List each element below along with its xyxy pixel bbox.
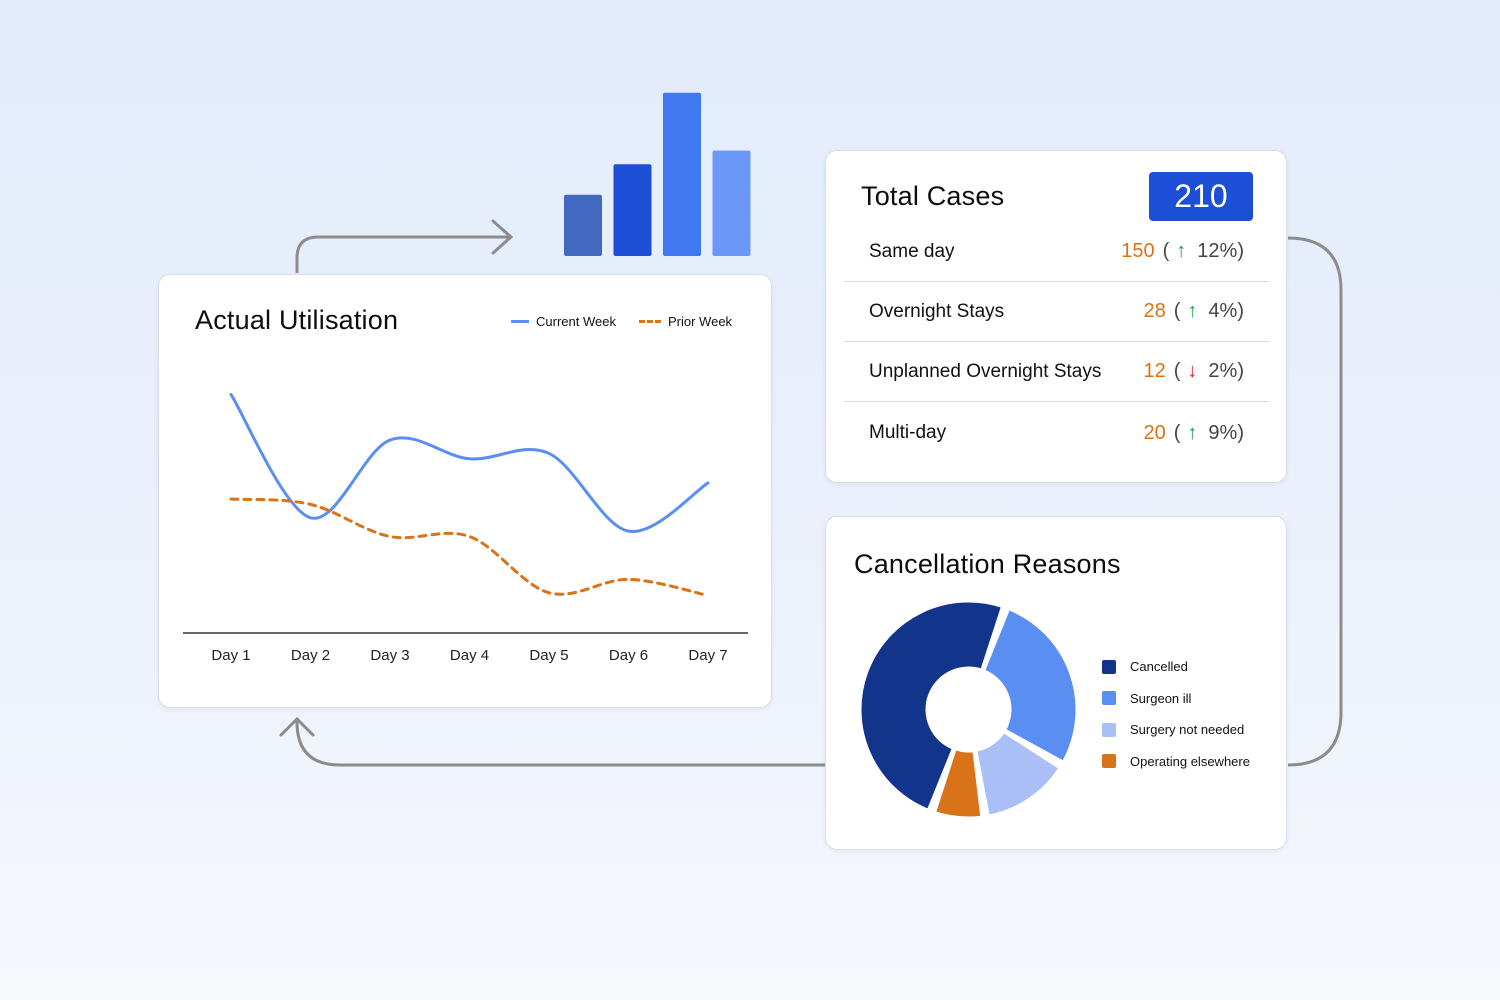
legend-item: Surgery not needed [1102, 714, 1250, 746]
arrow-up-icon: ↑ [1187, 300, 1198, 322]
utilisation-card: Actual Utilisation Current Week Prior We… [158, 274, 772, 708]
donut-slice-operating-elsewhere [934, 748, 983, 819]
case-count: 28 [1143, 300, 1166, 322]
x-tick-label: Day 4 [450, 647, 489, 664]
case-count: 150 [1121, 240, 1155, 262]
case-percent: 12% [1197, 240, 1238, 262]
decor-bar [712, 150, 751, 256]
decorative-bar-chart [564, 92, 751, 256]
total-cases-title: Total Cases [861, 181, 1005, 211]
legend-swatch [1102, 722, 1116, 737]
legend-current-label: Current Week [536, 314, 616, 329]
arrow-down-icon: ↓ [1187, 360, 1198, 382]
x-tick-label: Day 1 [211, 647, 250, 664]
case-row-label: Multi-day [869, 422, 947, 443]
decor-bar [663, 92, 701, 256]
x-tick-label: Day 2 [291, 647, 330, 664]
case-row-value: 12 ( ↓ 2% ) [1143, 360, 1245, 382]
legend-label: Surgeon ill [1130, 690, 1192, 706]
case-row-label: Overnight Stays [869, 300, 1005, 322]
case-row-label: Same day [869, 240, 955, 262]
series-line-current-week [229, 392, 710, 533]
case-row-same-day: Same day 150 ( ↑ 12% ) [844, 222, 1269, 282]
decor-bar [613, 164, 652, 256]
legend-current-swatch [511, 320, 529, 323]
legend-prior-swatch [639, 320, 661, 323]
case-percent: 2% [1208, 360, 1238, 382]
legend-swatch [1102, 659, 1116, 674]
arrow-up-icon: ↑ [1187, 421, 1198, 444]
case-percent: 4% [1208, 300, 1238, 322]
x-tick-label: Day 6 [609, 647, 648, 664]
legend-item: Cancelled [1102, 651, 1250, 683]
connector-cases-to-cancel [1287, 236, 1343, 767]
cancellation-card: Cancellation Reasons Cancelled Surgeon il… [825, 516, 1287, 850]
legend-label: Surgery not needed [1130, 722, 1245, 738]
total-cases-card: Total Cases 210 Same day 150 ( ↑ 12% ) O… [825, 150, 1287, 483]
case-row-overnight-stays: Overnight Stays 28 ( ↑ 4% ) [844, 282, 1269, 342]
legend-prior-label: Prior Week [668, 314, 733, 329]
case-count: 20 [1143, 421, 1166, 444]
legend-current-week: Current Week [511, 314, 616, 329]
case-row-value: 150 ( ↑ 12% ) [1121, 240, 1244, 262]
arrow-up-icon: ↑ [1176, 240, 1187, 262]
legend-prior-week: Prior Week [639, 314, 732, 329]
case-row-value: 28 ( ↑ 4% ) [1143, 300, 1245, 322]
legend-item: Operating elsewhere [1102, 746, 1250, 778]
donut-slice-cancelled [859, 600, 1003, 811]
donut-slice-surgeon-ill [983, 608, 1078, 763]
legend-label: Operating elsewhere [1130, 753, 1250, 769]
x-tick-label: Day 7 [688, 647, 727, 664]
case-row-multi-day: Multi-day 20 ( ↑ 9% ) [844, 403, 1269, 463]
case-count: 12 [1143, 360, 1166, 382]
cancellation-donut-chart [859, 600, 1078, 819]
legend-swatch [1102, 754, 1116, 769]
series-line-prior-week [229, 497, 710, 597]
arrowhead-right [491, 219, 514, 255]
case-row-value: 20 ( ↑ 9% ) [1143, 421, 1245, 444]
legend-item: Surgeon ill [1102, 683, 1250, 715]
donut-slice-surgery-not-needed [975, 731, 1061, 817]
arrowhead-up [279, 716, 315, 737]
decor-bar [564, 194, 602, 256]
connector-util-to-bars [295, 235, 510, 273]
case-row-unplanned-overnight-stays: Unplanned Overnight Stays 12 ( ↓ 2% ) [844, 342, 1269, 402]
case-percent: 9% [1208, 421, 1238, 444]
utilisation-title: Actual Utilisation [195, 305, 399, 335]
utilisation-line-chart: Day 1 Day 2 Day 3 Day 4 Day 5 Day 6 Day 7 [183, 392, 748, 664]
connector-cancel-to-util [295, 720, 825, 767]
cancellation-title: Cancellation Reasons [854, 549, 1121, 579]
cancellation-legend: Cancelled Surgeon ill Surgery not needed Op… [1102, 651, 1250, 777]
x-tick-label: Day 3 [370, 647, 409, 664]
total-cases-badge: 210 [1149, 172, 1253, 221]
legend-label: Cancelled [1130, 659, 1188, 675]
legend-swatch [1102, 691, 1116, 706]
case-row-label: Unplanned Overnight Stays [869, 360, 1102, 382]
x-tick-label: Day 5 [529, 647, 568, 664]
